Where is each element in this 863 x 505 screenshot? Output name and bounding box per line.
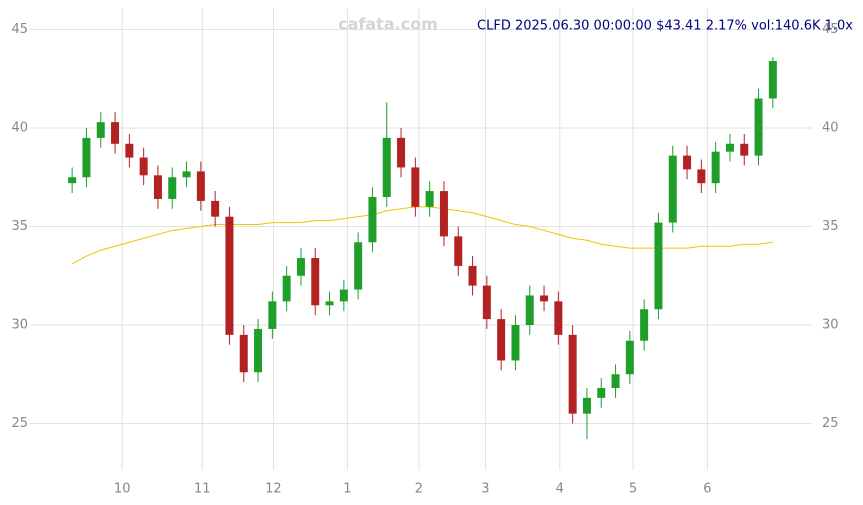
candle-body [697, 169, 706, 184]
y-tick-label: 40 [822, 121, 839, 136]
candle-body [339, 289, 348, 302]
candle-body [554, 301, 563, 335]
candle-body [382, 137, 391, 197]
candle-body [196, 171, 205, 201]
candle-body [111, 122, 120, 144]
candle-body [568, 334, 577, 414]
candle-body [625, 340, 634, 375]
candle-body [468, 265, 477, 286]
candle-body [582, 397, 591, 414]
x-tick-label: 4 [556, 482, 564, 497]
candle-body [254, 328, 263, 373]
candle-body [368, 196, 377, 243]
y-tick-label: 30 [822, 318, 839, 333]
candle-body [640, 309, 649, 341]
y-tick-label: 25 [822, 416, 839, 431]
candle-body [239, 334, 248, 373]
candle-body [182, 171, 191, 178]
candle-body [754, 98, 763, 156]
x-tick-label: 1 [343, 482, 351, 497]
x-tick-label: 3 [481, 482, 489, 497]
candle-body [354, 242, 363, 290]
candle-body [439, 191, 448, 237]
candle-body [482, 285, 491, 320]
candle-body [153, 175, 162, 199]
x-tick-label: 12 [265, 482, 282, 497]
chart-title: CLFD 2025.06.30 00:00:00 $43.41 2.17% vo… [477, 19, 853, 34]
y-tick-label: 30 [11, 318, 28, 333]
candle-body [525, 295, 534, 325]
candle-body [454, 236, 463, 266]
candle-body [311, 258, 320, 306]
y-tick-label: 40 [11, 121, 28, 136]
candle-body [82, 137, 91, 178]
candle-body [768, 61, 777, 99]
candle-body [683, 155, 692, 170]
candle-body [711, 151, 720, 184]
candle-body [168, 177, 177, 199]
candle-body [668, 155, 677, 223]
candle-body [225, 216, 234, 335]
x-tick-label: 11 [194, 482, 211, 497]
candle-body [282, 275, 291, 302]
candle-body [211, 200, 220, 217]
candle-body [740, 143, 749, 156]
candle-body [597, 388, 606, 398]
candle-body [268, 301, 277, 329]
x-tick-label: 6 [703, 482, 711, 497]
candle-body [425, 191, 434, 207]
watermark: cafata.com [338, 15, 438, 34]
x-tick-label: 5 [629, 482, 637, 497]
candle-body [139, 157, 148, 176]
candle-body [296, 258, 305, 276]
candle-body [511, 325, 520, 361]
candle-body [725, 143, 734, 152]
candle-body [611, 374, 620, 389]
y-tick-label: 45 [11, 22, 28, 37]
candle-body [96, 122, 105, 138]
candle-body [68, 177, 77, 184]
candle-body [125, 143, 134, 158]
candle-body [654, 222, 663, 310]
candle-body [397, 137, 406, 168]
y-tick-label: 35 [11, 219, 28, 234]
y-tick-label: 35 [822, 219, 839, 234]
x-tick-label: 2 [415, 482, 423, 497]
candle-body [497, 319, 506, 361]
candle-body [540, 295, 549, 302]
y-tick-label: 45 [822, 22, 839, 37]
y-tick-label: 25 [11, 416, 28, 431]
candle-body [411, 167, 420, 207]
candle-body [325, 301, 334, 306]
x-tick-label: 10 [114, 482, 131, 497]
